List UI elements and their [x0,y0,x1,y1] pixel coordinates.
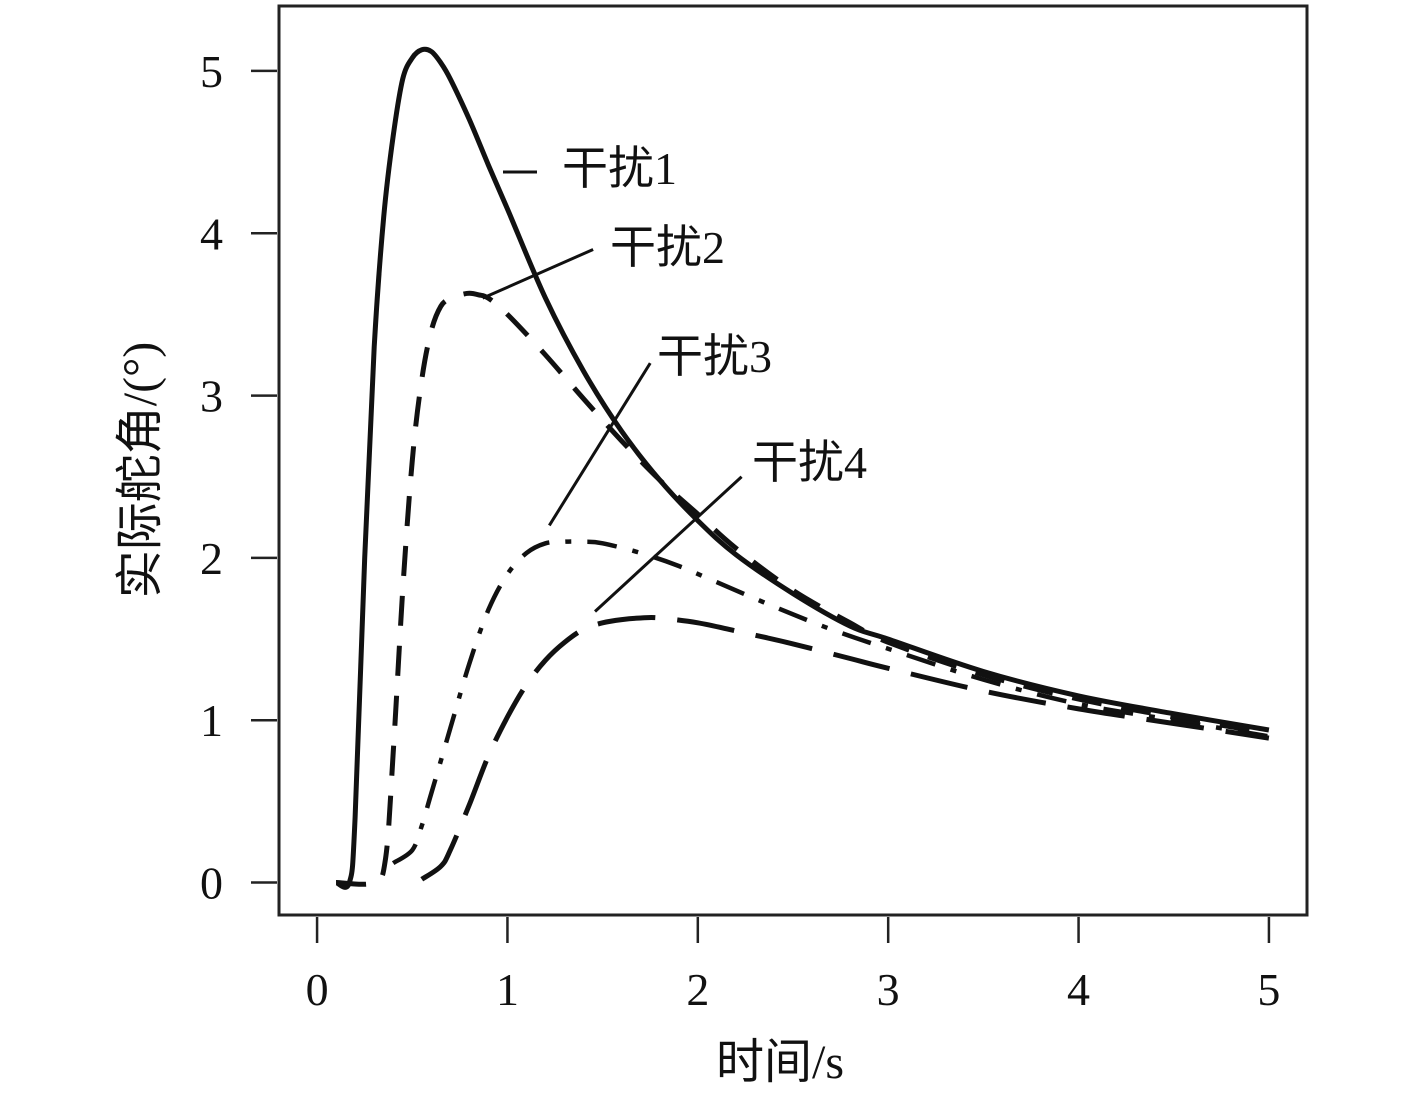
x-tick-label: 2 [686,964,709,1015]
x-tick-label: 4 [1067,964,1090,1015]
series-line-4 [420,615,1270,882]
x-tick-label: 0 [306,964,329,1015]
series-line-3 [391,539,1270,866]
y-tick-label: 1 [200,695,223,746]
annotation-label: 干扰1 [562,143,677,194]
series-line-1 [335,46,1270,890]
y-tick-label: 5 [200,46,223,97]
annotation-label: 干扰3 [657,331,772,382]
y-tick-label: 4 [200,208,223,259]
annotation-leader [482,248,594,300]
x-tick-label: 1 [496,964,519,1015]
annotation-leader [593,475,743,613]
series-layer [335,46,1270,890]
y-axis-label: 实际舵角/(°) [114,342,167,599]
y-tick-label: 2 [200,533,223,584]
y-tick-label: 3 [200,371,223,422]
annotation-leader [548,362,652,527]
annotation-label: 干扰2 [610,222,725,273]
x-tick-label: 5 [1257,964,1280,1015]
annotation-layer: 干扰1 干扰2 干扰3 干扰4 [482,143,867,613]
y-axis: 0 1 2 3 4 5 [200,46,277,909]
x-tick-label: 3 [877,964,900,1015]
x-axis-label: 时间/s [716,1036,844,1089]
annotation-label: 干扰4 [752,437,867,488]
series-line-2 [335,290,1270,887]
y-tick-label: 0 [200,858,223,909]
plot-frame [277,4,1309,917]
x-axis: 0 1 2 3 4 5 [306,917,1280,1015]
